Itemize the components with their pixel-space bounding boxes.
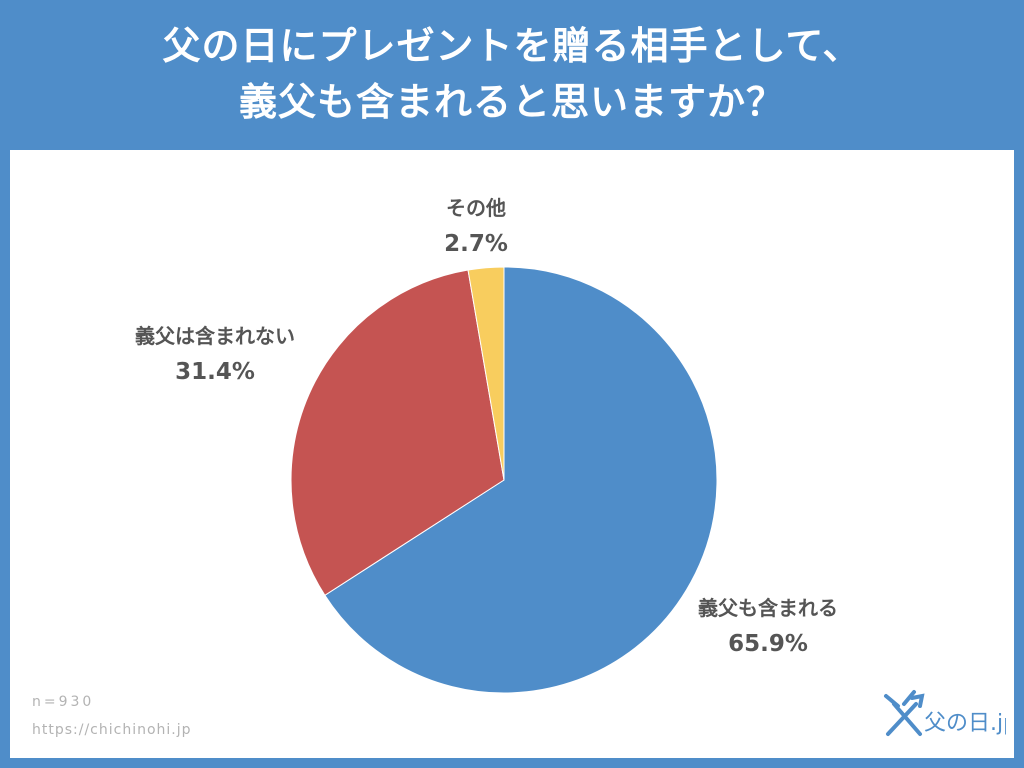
slice-label-no-text: 義父は含まれない — [135, 324, 295, 348]
brand-logo: 父の日.jp — [884, 690, 1006, 736]
slice-label-no-value: 31.4% — [175, 359, 255, 385]
title-line-1: 父の日にプレゼントを贈る相手として、 — [162, 24, 862, 68]
pie-chart — [290, 266, 718, 694]
slice-label-no: 義父は含まれない 31.4% — [115, 318, 315, 390]
slice-label-other-value: 2.7% — [444, 231, 508, 257]
chart-panel: 義父も含まれる 65.9% 義父は含まれない 31.4% その他 2.7% n=… — [10, 150, 1014, 758]
chart-title: 父の日にプレゼントを贈る相手として、 義父も含まれると思いますか？ — [0, 18, 1024, 130]
slice-label-yes-value: 65.9% — [728, 631, 808, 657]
brand-logo-text: 父の日.jp — [924, 711, 1006, 736]
brand-logo-mark — [884, 690, 925, 736]
slice-label-other-text: その他 — [446, 196, 506, 220]
sample-size: n=930 — [32, 694, 95, 710]
slice-label-yes: 義父も含まれる 65.9% — [678, 590, 858, 662]
source-url: https://chichinohi.jp — [32, 722, 192, 738]
pie-slice-other — [467, 266, 505, 481]
slice-label-yes-text: 義父も含まれる — [698, 596, 838, 620]
pie-slice-yes — [324, 266, 718, 694]
title-line-2: 義父も含まれると思いますか？ — [238, 80, 785, 124]
slice-label-other: その他 2.7% — [416, 190, 536, 262]
pie-slice-no — [290, 269, 505, 596]
